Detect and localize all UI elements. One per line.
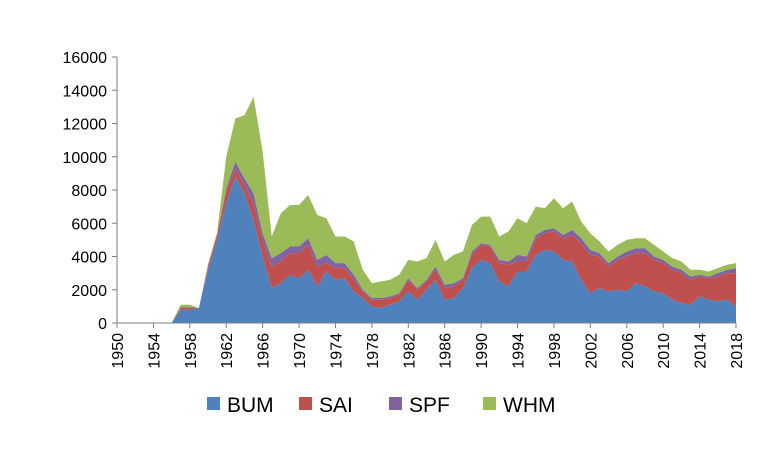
x-tick-label: 1950 xyxy=(110,333,127,369)
x-tick-label: 1978 xyxy=(365,333,382,369)
x-tick-label: 1998 xyxy=(547,333,564,369)
legend-label-sai: SAI xyxy=(319,394,353,417)
area-bum xyxy=(117,176,736,323)
legend-swatch-sai xyxy=(299,397,312,410)
y-axis-ticks: 0 2000 4000 6000 8000 10000 12000 14000 16000 xyxy=(63,50,117,333)
x-tick-label: 2014 xyxy=(693,333,710,369)
x-tick-label: 1990 xyxy=(474,333,491,369)
x-tick-label: 1986 xyxy=(438,333,455,369)
y-tick-label: 14000 xyxy=(63,83,108,100)
x-tick-label: 1962 xyxy=(219,333,236,369)
legend: BUM SAI SPF WHM xyxy=(207,394,555,417)
legend-swatch-whm xyxy=(483,397,496,410)
y-tick-label: 2000 xyxy=(71,283,107,300)
area-sai xyxy=(117,168,736,323)
x-tick-label: 1974 xyxy=(328,333,345,369)
legend-label-whm: WHM xyxy=(503,394,555,417)
x-tick-label: 2018 xyxy=(729,333,746,369)
x-tick-label: 1982 xyxy=(401,333,418,369)
x-axis-ticks: 1950 1954 1958 1962 1966 1970 1974 1978 1982 1986… xyxy=(110,323,746,369)
legend-swatch-bum xyxy=(207,397,220,410)
x-tick-label: 2002 xyxy=(583,333,600,369)
x-tick-label: 2006 xyxy=(620,333,637,369)
x-tick-label: 1958 xyxy=(183,333,200,369)
area-whm xyxy=(117,96,736,324)
y-tick-label: 0 xyxy=(98,316,107,333)
legend-swatch-spf xyxy=(389,397,402,410)
x-tick-label: 1954 xyxy=(146,333,163,369)
x-tick-label: 1994 xyxy=(511,333,528,369)
y-tick-label: 16000 xyxy=(63,50,108,67)
x-tick-label: 2010 xyxy=(656,333,673,369)
y-tick-label: 12000 xyxy=(63,117,108,134)
y-tick-label: 4000 xyxy=(71,250,107,267)
area-series-group xyxy=(117,96,736,324)
x-tick-label: 1966 xyxy=(256,333,273,369)
legend-label-bum: BUM xyxy=(227,394,274,417)
y-tick-label: 8000 xyxy=(71,183,107,200)
y-tick-label: 10000 xyxy=(63,150,108,167)
x-tick-label: 1970 xyxy=(292,333,309,369)
y-tick-label: 6000 xyxy=(71,216,107,233)
legend-label-spf: SPF xyxy=(409,394,450,417)
